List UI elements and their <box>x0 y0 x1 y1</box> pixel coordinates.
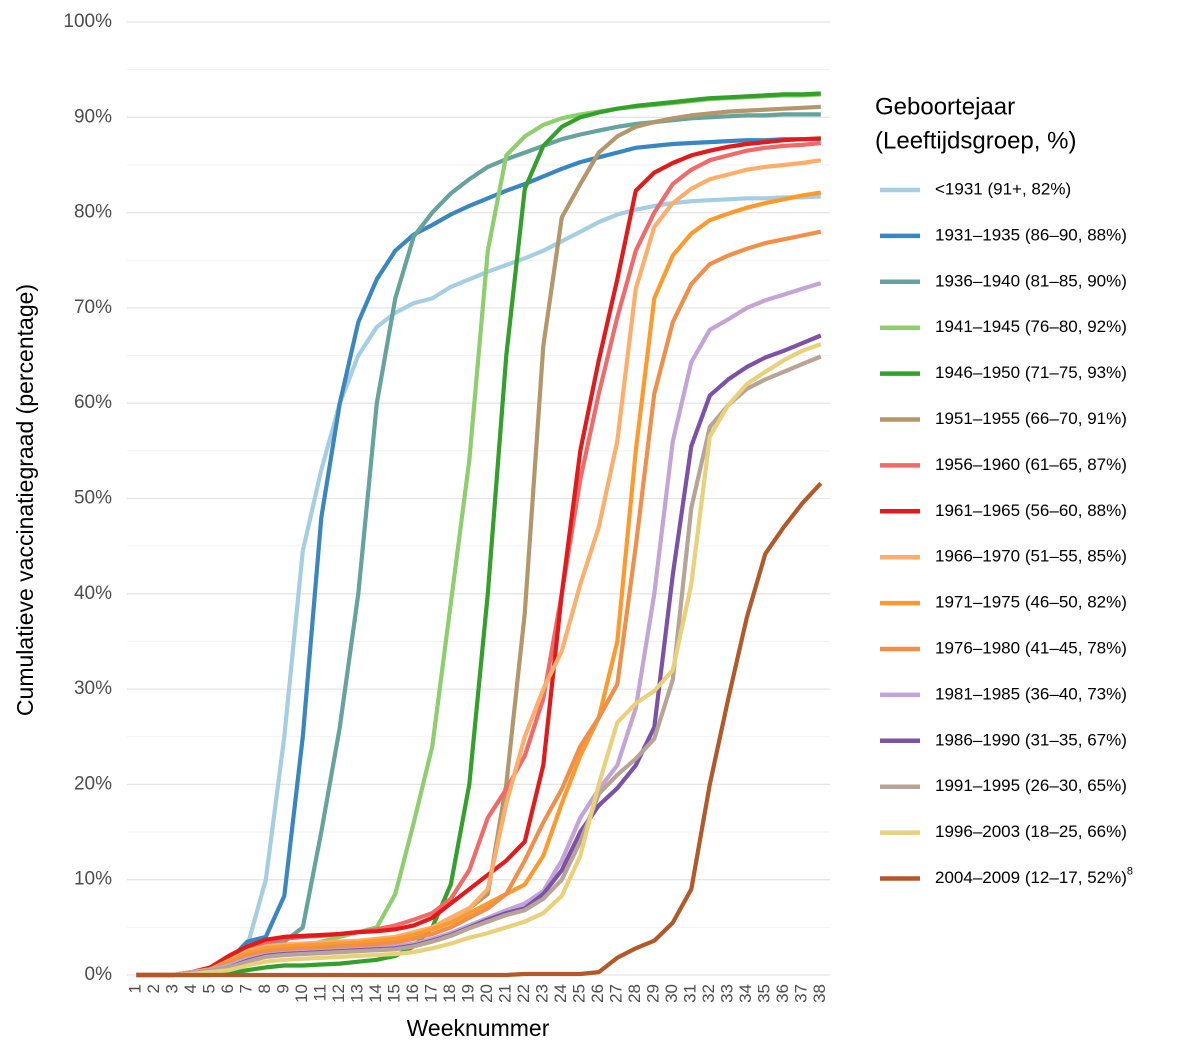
x-tick-label: 14 <box>366 984 385 1003</box>
x-tick-label: 3 <box>163 984 182 993</box>
y-tick-label: 90% <box>74 106 112 127</box>
x-tick-label: 20 <box>477 984 496 1003</box>
y-axis-title: Cumulatieve vaccinatiegraad (percentage) <box>12 284 38 716</box>
x-tick-label: 28 <box>625 984 644 1003</box>
legend-label: 1981–1985 (36–40, 73%) <box>935 684 1127 703</box>
legend-label: 2004–2009 (12–17, 52%)8 <box>935 865 1133 887</box>
y-tick-label: 20% <box>74 773 112 794</box>
legend-label: 1956–1960 (61–65, 87%) <box>935 455 1127 474</box>
x-tick-label: 16 <box>403 984 422 1003</box>
series-line <box>136 354 822 978</box>
x-tick-label: 31 <box>681 984 700 1003</box>
legend-label: 1996–2003 (18–25, 66%) <box>935 822 1127 841</box>
x-tick-label: 23 <box>533 984 552 1003</box>
series-line <box>136 194 821 978</box>
x-tick-label: 2 <box>144 984 163 993</box>
series-line <box>136 481 823 978</box>
y-tick-label: 40% <box>74 583 112 604</box>
legend-label: 1941–1945 (76–80, 92%) <box>935 317 1127 336</box>
x-tick-label: 6 <box>218 984 237 993</box>
x-tick-label: 5 <box>200 984 219 993</box>
y-tick-label: 50% <box>74 488 112 509</box>
x-tick-label: 12 <box>329 984 348 1003</box>
x-tick-label: 17 <box>422 984 441 1003</box>
legend-label: 1946–1950 (71–75, 93%) <box>935 363 1127 382</box>
legend-label: 1951–1955 (66–70, 91%) <box>935 409 1127 428</box>
series-line <box>136 158 822 978</box>
x-tick-label: 32 <box>699 984 718 1003</box>
y-tick-label: 70% <box>74 297 112 318</box>
legend-label: 1976–1980 (41–45, 78%) <box>935 638 1127 657</box>
x-tick-label: 34 <box>736 984 755 1003</box>
series-line <box>136 229 822 978</box>
x-tick-label: 19 <box>459 984 478 1003</box>
x-tick-label: 4 <box>181 984 200 993</box>
legend-label: 1966–1970 (51–55, 85%) <box>935 547 1127 566</box>
legend-label: 1936–1940 (81–85, 90%) <box>935 271 1127 290</box>
x-tick-label: 7 <box>237 984 256 993</box>
series-line <box>136 91 821 978</box>
y-tick-label: 100% <box>63 11 112 32</box>
x-tick-label: 29 <box>644 984 663 1003</box>
legend-title: (Leeftijdsgroep, %) <box>875 127 1076 154</box>
legend-label: 1931–1935 (86–90, 88%) <box>935 225 1127 244</box>
x-tick-label: 35 <box>755 984 774 1003</box>
y-tick-label: 30% <box>74 678 112 699</box>
legend-label: 1961–1965 (56–60, 88%) <box>935 501 1127 520</box>
y-tick-label: 10% <box>74 869 112 890</box>
x-tick-label: 13 <box>348 984 367 1003</box>
y-tick-label: 60% <box>74 392 112 413</box>
x-tick-label: 11 <box>311 984 330 1002</box>
series-line <box>136 137 821 978</box>
legend-title: Geboortejaar <box>875 93 1015 120</box>
legend-label: <1931 (91+, 82%) <box>935 179 1071 198</box>
x-tick-label: 15 <box>385 984 404 1003</box>
series-line <box>136 140 822 978</box>
series-line <box>136 190 822 978</box>
x-tick-label: 8 <box>255 984 274 993</box>
x-tick-label: 26 <box>588 984 607 1003</box>
x-tick-label: 30 <box>662 984 681 1003</box>
x-tick-label: 18 <box>440 984 459 1003</box>
x-tick-label: 10 <box>292 984 311 1003</box>
legend-label: 1991–1995 (26–30, 65%) <box>935 776 1127 795</box>
x-tick-label: 9 <box>274 984 293 993</box>
x-tick-label: 27 <box>607 984 626 1003</box>
series-line <box>136 342 822 978</box>
y-tick-label: 80% <box>74 202 112 223</box>
x-tick-label: 21 <box>496 984 515 1003</box>
legend-label: 1986–1990 (31–35, 67%) <box>935 730 1127 749</box>
x-tick-label: 37 <box>792 984 811 1003</box>
x-tick-label: 24 <box>551 984 570 1003</box>
legend-label: 1971–1975 (46–50, 82%) <box>935 593 1127 612</box>
legend-superscript: 8 <box>1127 865 1133 877</box>
x-tick-label: 22 <box>514 984 533 1003</box>
x-tick-label: 25 <box>570 984 589 1003</box>
x-axis-title: Weeknummer <box>407 1015 550 1041</box>
series-line <box>136 136 821 978</box>
x-tick-label: 1 <box>126 984 145 993</box>
x-tick-label: 38 <box>810 984 829 1003</box>
x-tick-label: 33 <box>718 984 737 1003</box>
x-tick-label: 36 <box>773 984 792 1003</box>
y-tick-label: 0% <box>85 964 113 985</box>
